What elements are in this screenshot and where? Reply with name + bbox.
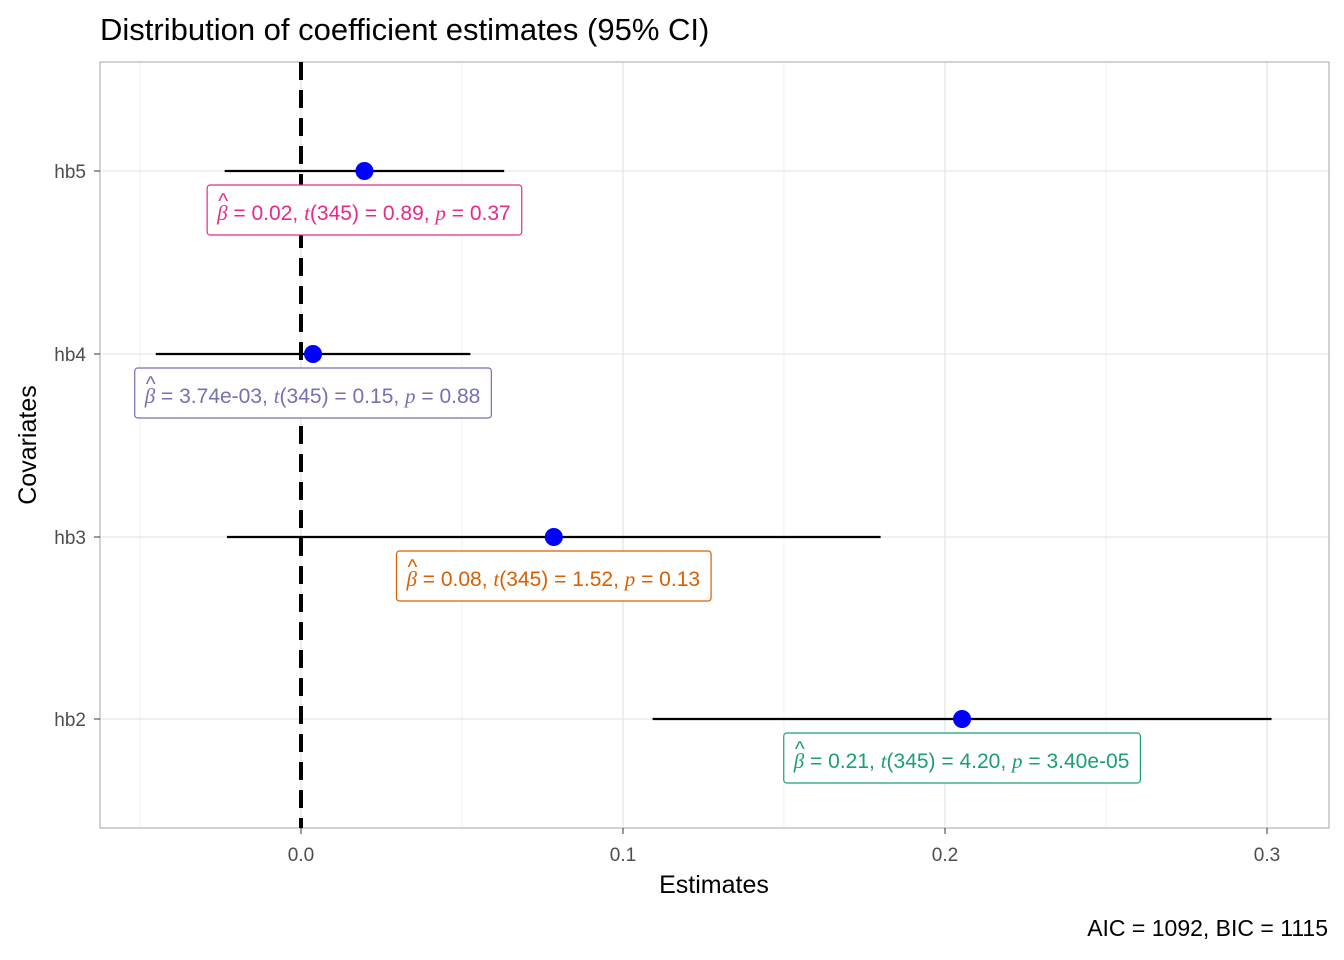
label-box: [783, 732, 1141, 784]
beta-hat-mark: ^: [146, 373, 156, 396]
x-axis-ticks: 0.0 0.1 0.2 0.3: [288, 828, 1280, 866]
y-axis-ticks: hb5 hb4 hb3 hb2: [54, 162, 100, 731]
y-axis-title: Covariates: [14, 385, 42, 505]
plot-panel: [99, 61, 1330, 829]
estimate-point-hb5: [355, 162, 374, 180]
x-tick-label: 0.2: [932, 845, 958, 866]
beta-hat-mark: ^: [408, 556, 418, 579]
label-box: [395, 550, 712, 602]
y-tick-label-hb4: hb4: [54, 345, 86, 366]
estimate-labels: β = 0.02, t(345) = 0.89, p = 0.37^β = 3.…: [134, 184, 1141, 784]
estimate-label-hb5: β = 0.02, t(345) = 0.89, p = 0.37^: [206, 184, 523, 236]
gridlines: [100, 62, 1329, 828]
label-text: β = 3.74e-03, t(345) = 0.15, p = 0.88: [144, 384, 481, 408]
beta-hat-mark: ^: [218, 190, 228, 213]
chart-title: Distribution of coefficient estimates (9…: [100, 12, 709, 47]
estimate-label-hb2: β = 0.21, t(345) = 4.20, p = 3.40e-05^: [783, 732, 1141, 784]
label-box: [206, 184, 523, 236]
label-text: β = 0.02, t(345) = 0.89, p = 0.37: [216, 201, 511, 225]
beta-hat-mark: ^: [795, 738, 805, 761]
x-tick-label: 0.1: [610, 845, 636, 866]
estimate-marks: [155, 162, 1272, 728]
label-box: [134, 367, 492, 419]
x-tick-label: 0.3: [1254, 845, 1280, 866]
estimate-point-hb4: [304, 345, 323, 363]
estimate-label-hb3: β = 0.08, t(345) = 1.52, p = 0.13^: [395, 550, 712, 602]
x-tick-label: 0.0: [288, 845, 314, 866]
model-fit-caption: AIC = 1092, BIC = 1115: [1087, 915, 1328, 941]
y-tick-label-hb2: hb2: [54, 710, 86, 731]
y-tick-label-hb5: hb5: [54, 162, 86, 183]
estimate-point-hb3: [544, 528, 563, 546]
estimate-label-hb4: β = 3.74e-03, t(345) = 0.15, p = 0.88^: [134, 367, 492, 419]
x-axis-title: Estimates: [659, 871, 769, 899]
label-text: β = 0.08, t(345) = 1.52, p = 0.13: [405, 567, 700, 591]
label-text: β = 0.21, t(345) = 4.20, p = 3.40e-05: [793, 749, 1130, 773]
estimate-point-hb2: [953, 710, 972, 728]
y-tick-label-hb3: hb3: [54, 528, 86, 549]
